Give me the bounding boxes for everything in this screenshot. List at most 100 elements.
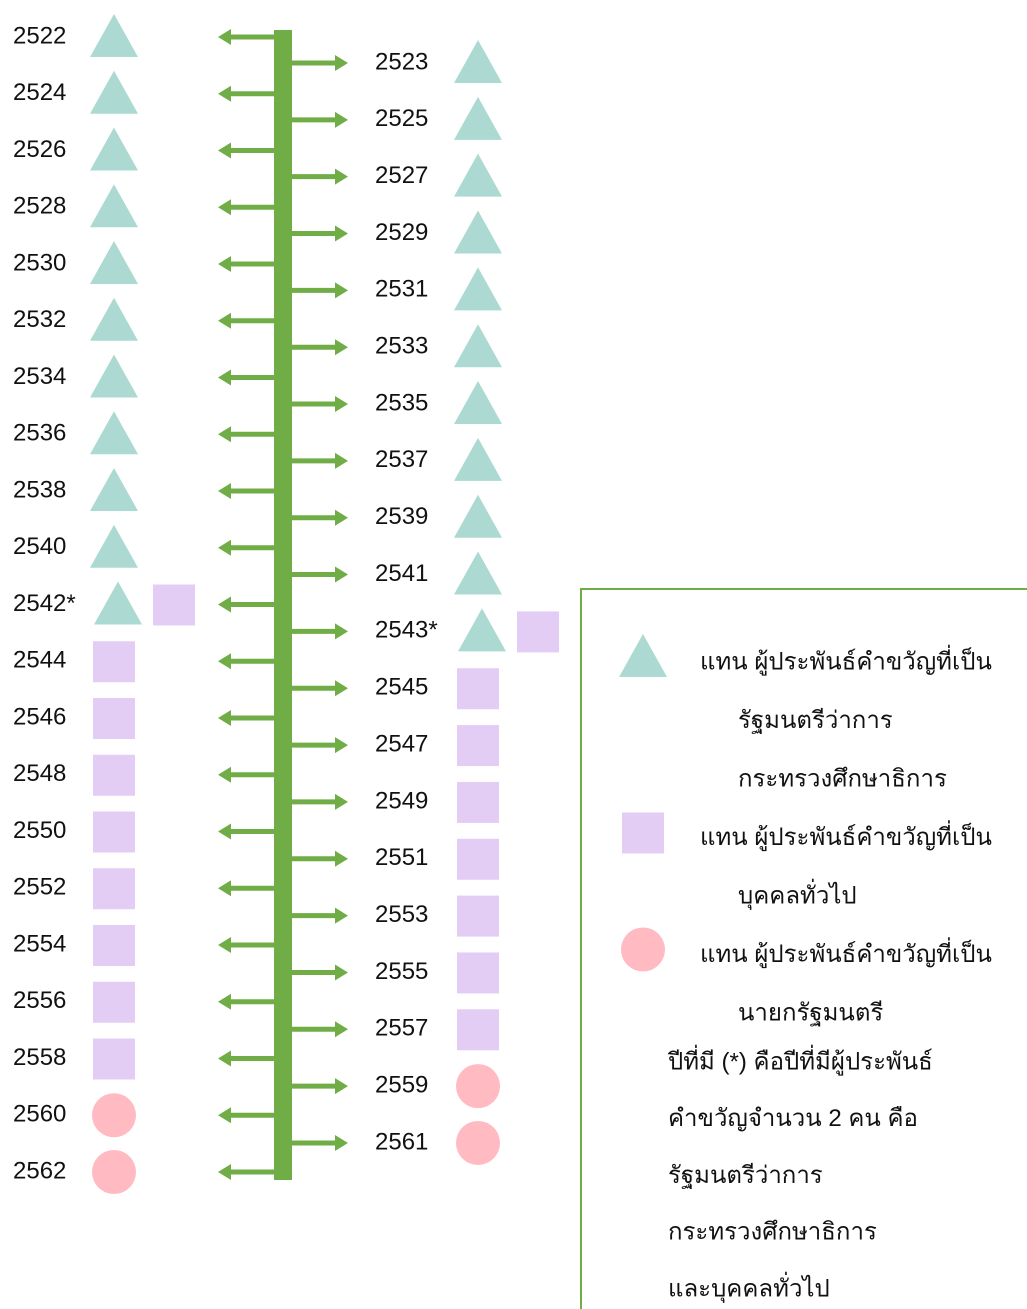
- year-label: 2529: [375, 219, 428, 246]
- year-label: 2556: [13, 987, 66, 1014]
- year-marker: [456, 1064, 500, 1109]
- arrow-head: [335, 907, 348, 924]
- arrow-head: [218, 539, 231, 556]
- year-label: 2525: [375, 105, 428, 132]
- year-marker: [454, 40, 502, 83]
- legend-text: แทน ผู้ประพันธ์คำขวัญที่เป็น: [700, 820, 992, 852]
- year-label: 2557: [375, 1015, 428, 1042]
- year-marker: [454, 324, 502, 368]
- legend-text: รัฐมนตรีว่าการ: [738, 707, 893, 734]
- legend-symbol: [622, 812, 664, 854]
- year-marker: [93, 811, 135, 853]
- arrow-head: [218, 426, 231, 443]
- legend-text: กระทรวงศึกษาธิการ: [738, 765, 947, 792]
- legend-symbol: [619, 634, 667, 677]
- year-marker: [153, 584, 195, 626]
- arrow-head: [335, 680, 348, 697]
- arrow-head: [218, 1050, 231, 1067]
- arrow-head: [218, 1164, 231, 1180]
- year-label: 2533: [375, 333, 428, 360]
- year-label: 2555: [375, 958, 428, 985]
- arrow-head: [218, 199, 231, 216]
- arrow-head: [335, 396, 348, 413]
- arrow-head: [218, 710, 231, 726]
- year-marker: [93, 754, 135, 796]
- arrow-head: [218, 369, 231, 386]
- year-marker: [457, 725, 499, 767]
- year-label: 2524: [13, 79, 66, 106]
- year-marker: [456, 1120, 500, 1165]
- legend-note: คำขวัญจำนวน 2 คน คือ: [668, 1105, 918, 1132]
- arrow-head: [218, 312, 231, 329]
- year-marker: [94, 581, 142, 625]
- timeline-spine: [274, 30, 292, 1180]
- year-marker: [458, 608, 506, 652]
- year-marker: [90, 524, 138, 568]
- year-label: 2551: [375, 844, 428, 871]
- year-marker: [517, 611, 559, 653]
- year-marker: [454, 153, 502, 197]
- arrow-head: [218, 823, 231, 840]
- arrow-head: [335, 623, 348, 640]
- year-label: 2535: [375, 389, 428, 416]
- year-marker: [93, 698, 135, 739]
- year-marker: [93, 641, 135, 683]
- arrow-head: [218, 483, 231, 499]
- year-marker: [90, 127, 138, 171]
- year-marker: [90, 241, 138, 284]
- year-label: 2528: [13, 193, 66, 220]
- year-label: 2547: [375, 730, 428, 757]
- legend-text: แทน ผู้ประพันธ์คำขวัญที่เป็น: [700, 937, 992, 969]
- year-marker: [93, 925, 135, 966]
- year-label: 2548: [13, 760, 66, 787]
- arrow-head: [335, 509, 348, 526]
- year-marker: [90, 297, 138, 341]
- year-label: 2544: [13, 647, 66, 674]
- arrow-head: [218, 142, 231, 159]
- legend-text: นายกรัฐมนตรี: [738, 999, 883, 1026]
- year-label: 2558: [13, 1044, 66, 1071]
- arrow-head: [335, 452, 348, 469]
- legend-text: บุคคลทั่วไป: [738, 878, 857, 910]
- year-label: 2553: [375, 901, 428, 928]
- year-label: 2534: [13, 363, 66, 390]
- year-marker: [457, 838, 499, 880]
- arrow-head: [218, 1107, 231, 1124]
- arrow-head: [218, 596, 231, 613]
- year-marker: [457, 895, 499, 937]
- year-marker: [457, 668, 499, 710]
- year-marker: [454, 551, 502, 595]
- arrow-head: [218, 993, 231, 1010]
- year-label: 2545: [375, 674, 428, 701]
- year-label: 2526: [13, 136, 66, 163]
- year-marker: [90, 14, 138, 57]
- legend-note: กระทรวงศึกษาธิการ: [668, 1219, 877, 1246]
- year-label: 2536: [13, 420, 66, 447]
- arrow-head: [335, 225, 348, 242]
- legend-note: และบุคคลทั่วไป: [668, 1272, 830, 1304]
- year-label: 2527: [375, 162, 428, 189]
- arrow-head: [335, 55, 348, 71]
- arrow-head: [335, 964, 348, 981]
- year-label: 2561: [375, 1128, 428, 1155]
- year-marker: [90, 184, 138, 228]
- arrow-head: [218, 766, 231, 783]
- arrow-head: [335, 282, 348, 299]
- year-marker: [93, 1038, 135, 1080]
- year-label: 2562: [13, 1157, 66, 1184]
- year-marker: [90, 354, 138, 398]
- legend-text: แทน ผู้ประพันธ์คำขวัญที่เป็น: [700, 644, 992, 676]
- year-marker: [93, 981, 135, 1023]
- year-marker: [454, 381, 502, 425]
- arrow-head: [335, 793, 348, 810]
- year-label: 2540: [13, 533, 66, 560]
- year-label: 2539: [375, 503, 428, 530]
- year-marker: [454, 494, 502, 538]
- arrow-head: [218, 937, 231, 953]
- arrow-head: [335, 111, 348, 128]
- year-label: 2543*: [375, 617, 438, 644]
- year-marker: [90, 411, 138, 455]
- year-label: 2546: [13, 703, 66, 730]
- year-marker: [454, 437, 502, 481]
